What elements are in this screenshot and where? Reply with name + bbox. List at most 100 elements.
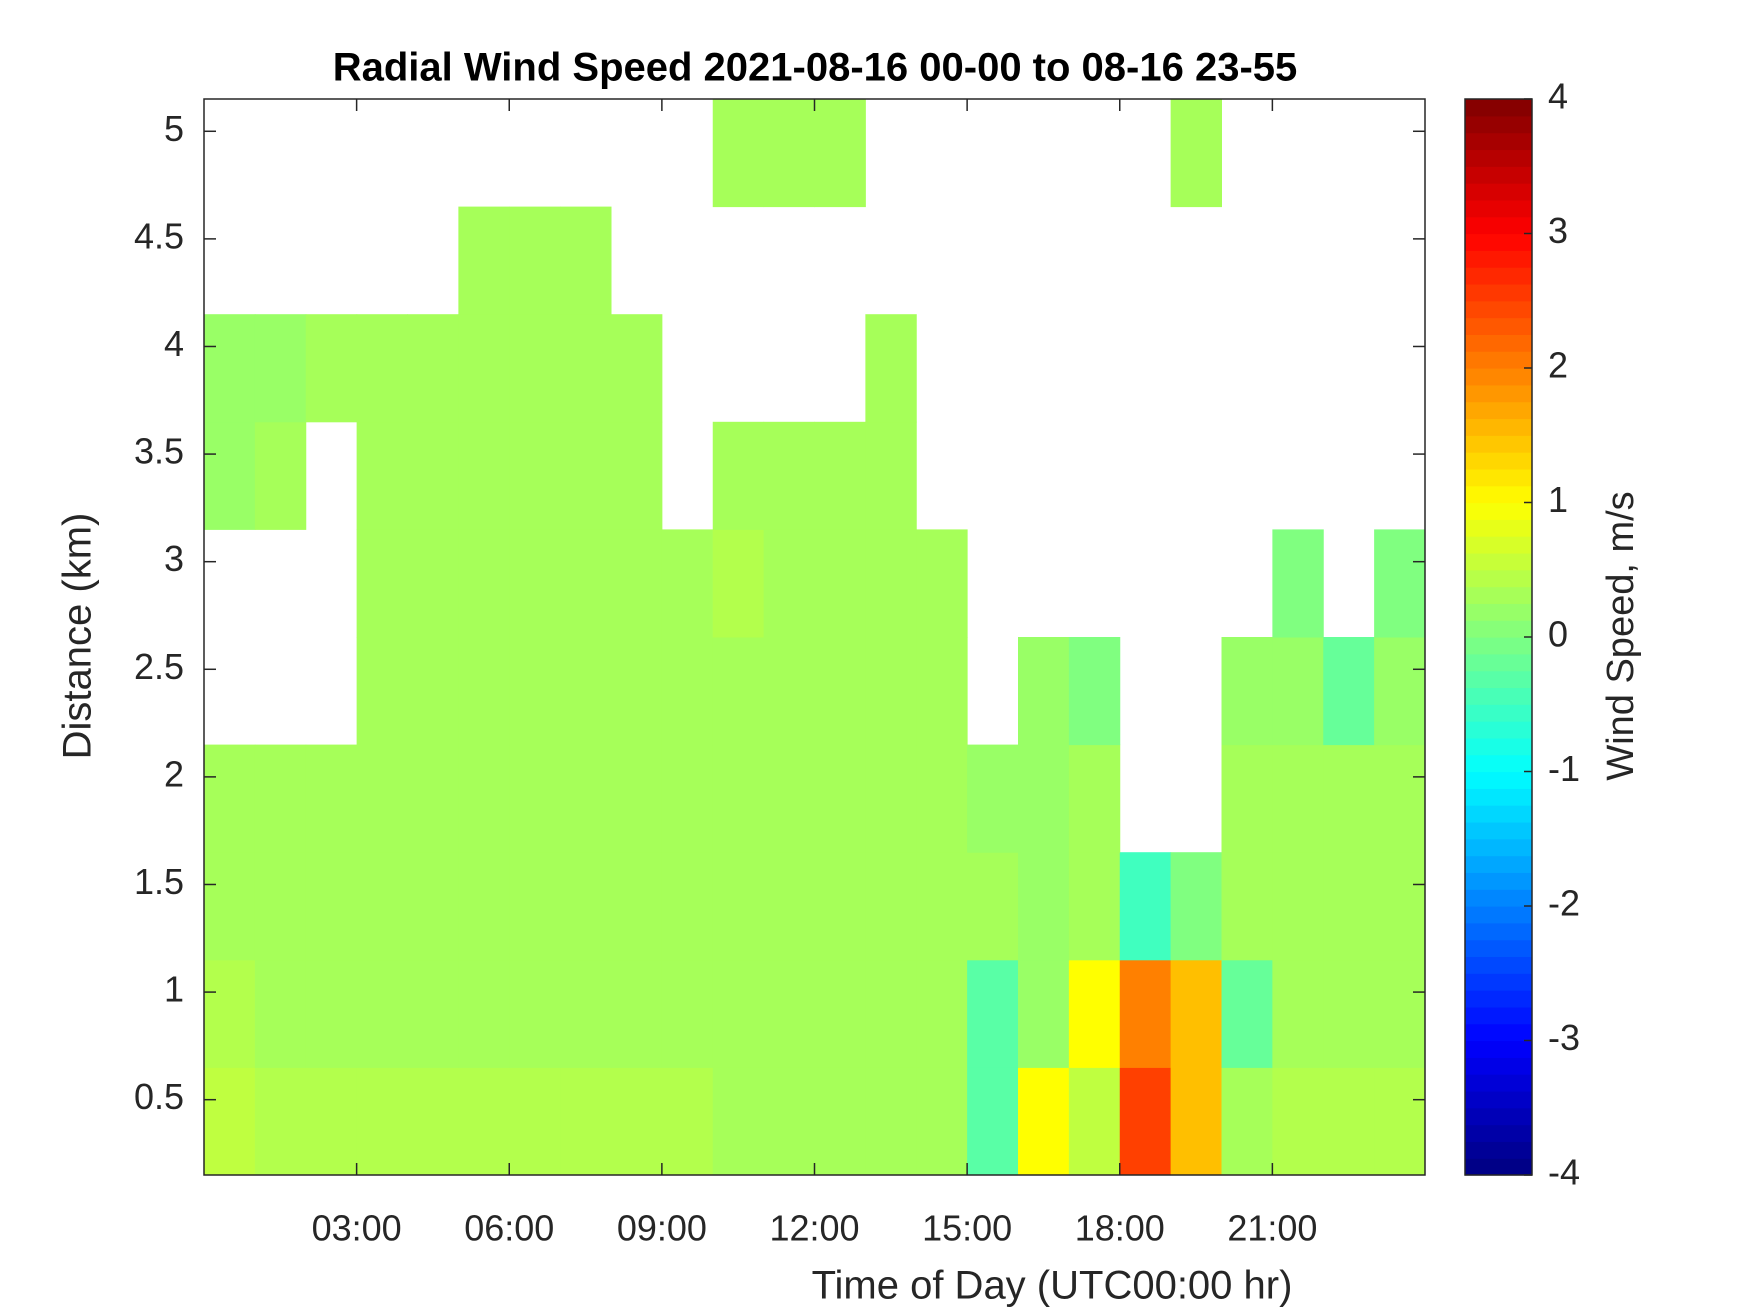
heatmap-cell (509, 529, 561, 638)
heatmap-cell (1323, 1067, 1375, 1176)
heatmap-cell (916, 959, 968, 1068)
colorbar-segment (1465, 1107, 1532, 1126)
heatmap-cell (763, 529, 815, 638)
colorbar-segment (1465, 233, 1532, 251)
colorbar-segment (1465, 637, 1532, 655)
colorbar-segment (1465, 536, 1532, 554)
colorbar-segment (1465, 485, 1532, 504)
heatmap-cell (865, 852, 917, 961)
heatmap-cell (712, 744, 765, 853)
heatmap-cell (509, 206, 561, 315)
heatmap-cell (967, 959, 1019, 1068)
colorbar-segment (1465, 418, 1532, 436)
colorbar-segment (1465, 1124, 1532, 1142)
heatmap-cell (254, 314, 307, 423)
heatmap-cell (1374, 744, 1426, 853)
heatmap-cell (458, 852, 510, 961)
colorbar-segment (1465, 620, 1532, 638)
colorbar-segment (1465, 603, 1532, 621)
colorbar-segment (1465, 788, 1532, 806)
colorbar-tick-label: -3 (1548, 1017, 1580, 1058)
colorbar-segment (1465, 166, 1532, 184)
heatmap-cell (611, 744, 663, 853)
x-tick-label: 21:00 (1227, 1208, 1317, 1249)
colorbar-segment (1465, 1023, 1532, 1042)
heatmap-cell (560, 959, 612, 1068)
heatmap-cell (1068, 959, 1121, 1068)
colorbar-segment (1465, 452, 1532, 470)
x-tick-label: 12:00 (769, 1208, 859, 1249)
heatmap-cell (1018, 637, 1070, 746)
heatmap-cell (611, 959, 663, 1068)
colorbar-segment (1465, 1090, 1532, 1109)
heatmap-cell (509, 637, 561, 746)
heatmap-cell (509, 314, 561, 423)
heatmap-cell (1272, 1067, 1324, 1176)
heatmap-cell (1018, 1067, 1070, 1176)
heatmap-cell (814, 959, 866, 1068)
heatmap-cell (356, 529, 408, 638)
heatmap-cell (509, 1067, 561, 1176)
heatmap-cell (1119, 1067, 1172, 1176)
colorbar-segment (1465, 384, 1532, 403)
heatmap-cell (1068, 744, 1121, 853)
colorbar-segment (1465, 1006, 1532, 1025)
heatmap-cell (204, 1067, 256, 1176)
heatmap-cell (865, 314, 917, 423)
heatmap-cell (1170, 959, 1222, 1068)
heatmap-cell (763, 421, 815, 530)
heatmap-cell (509, 959, 561, 1068)
heatmap-cell (916, 637, 968, 746)
heatmap-cell (407, 744, 459, 853)
heatmap-cell (1374, 637, 1426, 746)
colorbar-segment (1465, 199, 1532, 218)
heatmap-cell (1068, 637, 1121, 746)
heatmap-cell (458, 314, 510, 423)
heatmap-cell (1323, 852, 1375, 961)
heatmap-cell (1018, 744, 1070, 853)
heatmap-cell (204, 959, 256, 1068)
colorbar-segment (1465, 1074, 1532, 1092)
heatmap-cell (916, 852, 968, 961)
heatmap-cell (305, 852, 358, 961)
colorbar-segment (1465, 250, 1532, 268)
heatmap-cell (458, 637, 510, 746)
colorbar-segment (1465, 821, 1532, 840)
heatmap-cell (356, 852, 408, 961)
heatmap-cell (560, 637, 612, 746)
colorbar-segment (1465, 368, 1532, 386)
heatmap-cell (407, 1067, 459, 1176)
heatmap-cell (407, 421, 459, 530)
colorbar-segment (1465, 805, 1532, 823)
heatmap-cell (865, 744, 917, 853)
heatmap-cell (356, 314, 408, 423)
x-tick-label: 15:00 (922, 1208, 1012, 1249)
heatmap-cell (611, 852, 663, 961)
colorbar-tick-label: -2 (1548, 883, 1580, 924)
colorbar-tick-label: 4 (1548, 76, 1568, 117)
heatmap-cell (509, 421, 561, 530)
heatmap-cell (1272, 529, 1324, 638)
heatmap-cell (611, 421, 663, 530)
heatmap-cell (254, 1067, 307, 1176)
colorbar-segment (1465, 267, 1532, 285)
x-tick-label: 03:00 (312, 1208, 402, 1249)
colorbar-segment (1465, 115, 1532, 134)
heatmap-cell (1374, 529, 1426, 638)
colorbar-segment (1465, 334, 1532, 352)
colorbar-segment (1465, 216, 1532, 235)
colorbar-segment (1465, 1141, 1532, 1159)
heatmap-cell (1018, 959, 1070, 1068)
heatmap-cell (712, 421, 765, 530)
colorbar-segment (1465, 468, 1532, 487)
colorbar-segment (1465, 704, 1532, 722)
heatmap-cell (560, 421, 612, 530)
heatmap-cell (967, 852, 1019, 961)
heatmap-cell (560, 744, 612, 853)
y-axis-label: Distance (km) (56, 513, 100, 760)
heatmap-cell (560, 314, 612, 423)
colorbar-tick-label: 0 (1548, 614, 1568, 655)
colorbar-segment (1465, 99, 1532, 117)
colorbar-segment (1465, 838, 1532, 857)
